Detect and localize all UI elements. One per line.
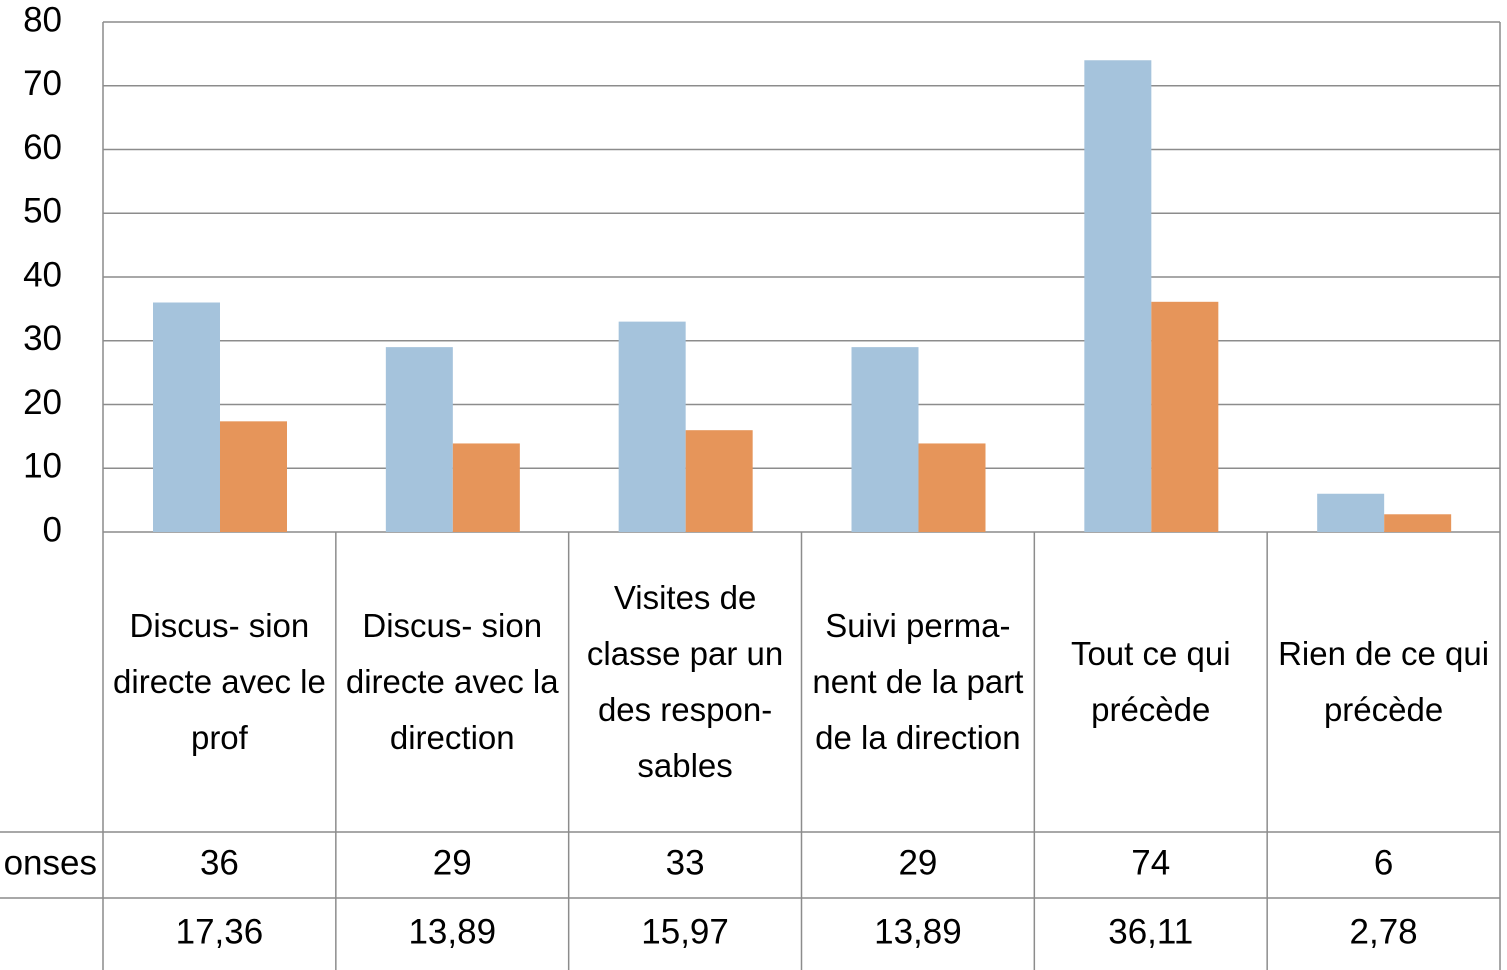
bar	[618, 321, 686, 532]
data-label: 29	[898, 843, 937, 882]
bar	[1384, 514, 1452, 532]
y-tick-label: 80	[23, 0, 62, 39]
bar	[385, 347, 453, 532]
data-label: 13,89	[408, 912, 496, 951]
data-label: 29	[433, 843, 472, 882]
data-label: 15,97	[641, 912, 729, 951]
bar	[918, 443, 986, 532]
x-tick-label: Suivi perma- nent de la part de la direc…	[812, 607, 1024, 756]
bar	[153, 302, 220, 532]
data-label: 13,89	[874, 912, 962, 951]
x-tick-label: Visites de classe par un des respon- sab…	[586, 579, 784, 784]
y-tick-label: 0	[43, 510, 62, 549]
y-tick-label: 70	[23, 64, 62, 103]
category-cell: Discus- sion directe avec le prof	[113, 607, 326, 756]
y-tick-label: 40	[23, 255, 62, 294]
category-cell: Tout ce qui précède	[1070, 635, 1231, 728]
x-tick-label: Rien de ce qui précède	[1278, 635, 1490, 728]
category-cell: Rien de ce qui précède	[1278, 635, 1490, 728]
bar	[1084, 60, 1152, 532]
data-label: 6	[1374, 843, 1393, 882]
y-tick-label: 50	[23, 192, 62, 231]
x-tick-label: Discus- sion directe avec le prof	[113, 607, 326, 756]
data-label: 36,11	[1108, 912, 1193, 951]
y-tick-label: 10	[23, 447, 62, 486]
bar	[452, 443, 520, 532]
bar	[685, 430, 753, 532]
bar	[220, 421, 287, 532]
y-tick-label: 60	[23, 128, 62, 167]
category-cell: Visites de classe par un des respon- sab…	[586, 579, 784, 784]
data-label: 33	[666, 843, 705, 882]
y-tick-label: 30	[23, 319, 62, 358]
data-label: 36	[200, 843, 239, 882]
data-label: 2,78	[1350, 912, 1418, 951]
y-tick-label: 20	[23, 383, 62, 422]
category-cell: Suivi perma- nent de la part de la direc…	[812, 607, 1024, 756]
x-tick-label: Discus- sion directe avec la direction	[345, 607, 559, 756]
bar	[1151, 301, 1219, 532]
data-label: 17,36	[176, 912, 264, 951]
category-cell: Discus- sion directe avec la direction	[345, 607, 559, 756]
data-label: 74	[1131, 843, 1170, 882]
bar	[1317, 493, 1385, 532]
x-tick-label: Tout ce qui précède	[1070, 635, 1231, 728]
bar	[851, 347, 919, 532]
legend-label: onses	[4, 843, 97, 882]
